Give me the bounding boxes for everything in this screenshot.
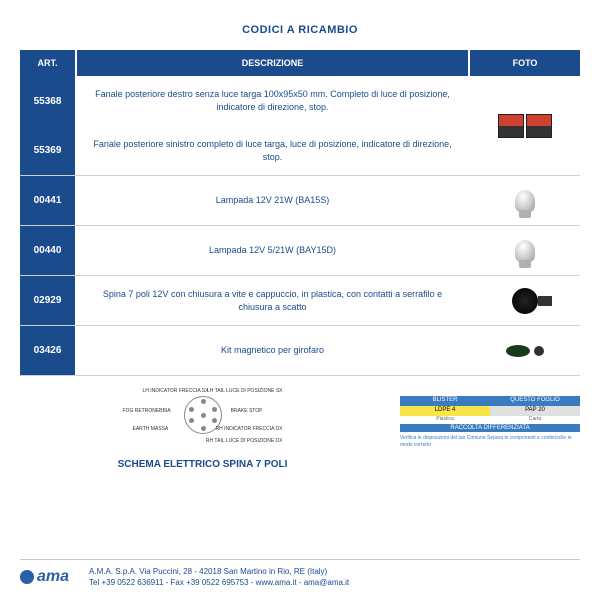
diag-label: BRAKE STOP [231,408,263,414]
footer-text: A.M.A. S.p.A. Via Puccini, 28 - 42018 Sa… [89,566,349,588]
rec-header: BLISTER [400,396,490,406]
page-title: CODICI A RICAMBIO [20,10,580,50]
rec-cell: LDPE 4 [400,406,490,416]
header-desc: DESCRIZIONE [77,50,468,76]
cell-foto [470,226,580,275]
cell-desc: Lampada 12V 21W (BA15S) [75,176,470,225]
table-row: 02929 Spina 7 poli 12V con chiusura a vi… [20,276,580,326]
kit-icon [506,345,544,357]
cell-desc: Fanale posteriore sinistro completo di l… [75,126,470,175]
bulb-icon [515,190,535,212]
cell-art: 00441 [20,176,75,225]
logo: ama [20,568,69,586]
taillight-icon [498,114,552,138]
page: CODICI A RICAMBIO ART. DESCRIZIONE FOTO … [0,0,600,600]
diag-label: RH INDICATOR FRECCIA DX [215,426,282,432]
rec-label: Carta [490,416,580,424]
header-art: ART. [20,50,75,76]
cell-desc: Spina 7 poli 12V con chiusura a vite e c… [75,276,470,325]
cell-desc: Lampada 12V 5/21W (BAY15D) [75,226,470,275]
table-row: 55368 Fanale posteriore destro senza luc… [20,76,580,126]
cell-desc: Kit magnetico per girofaro [75,326,470,375]
bulb-icon [515,240,535,262]
diagram-section: LH INDICATOR FRECCIA SX LH TAIL LUCE DI … [20,396,580,470]
cell-art: 00440 [20,226,75,275]
table-row: 00440 Lampada 12V 5/21W (BAY15D) [20,226,580,276]
footer-company: A.M.A. S.p.A. Via Puccini, 28 - 42018 Sa… [89,566,349,577]
table-header: ART. DESCRIZIONE FOTO [20,50,580,76]
header-foto: FOTO [470,50,580,76]
rec-diff: RACCOLTA DIFFERENZIATA [400,424,580,432]
diag-label: EARTH MASSA [133,426,169,432]
diagram-title: SCHEMA ELETTRICO SPINA 7 POLI [118,459,288,470]
footer-contact: Tel +39 0522 636911 - Fax +39 0522 69575… [89,577,349,588]
cell-desc: Fanale posteriore destro senza luce targ… [75,76,470,126]
cell-foto [470,276,580,325]
diagram: LH INDICATOR FRECCIA SX LH TAIL LUCE DI … [20,396,385,470]
table-row: 00441 Lampada 12V 21W (BA15S) [20,176,580,226]
diag-label: LH INDICATOR FRECCIA SX [143,388,209,394]
recycling-box: BLISTER QUESTO FOGLIO LDPE 4 PAP 20 Plas… [400,396,580,470]
diag-label: LH TAIL LUCE DI POSIZIONE SX [207,388,282,394]
diag-label: FOG RETRONEBBIA [123,408,171,414]
rec-label: Plastica [400,416,490,424]
cell-art: 02929 [20,276,75,325]
cell-foto [470,326,580,375]
logo-dot-icon [20,570,34,584]
cell-art: 03426 [20,326,75,375]
cell-art: 55368 [20,76,75,126]
rec-note: Verifica le disposizioni del tuo Comune … [400,435,580,448]
cell-art: 55369 [20,126,75,175]
diag-label: RH TAIL LUCE DI POSIZIONE DX [206,438,283,444]
logo-text: ama [37,568,69,586]
table-row: 03426 Kit magnetico per girofaro [20,326,580,376]
cell-foto [470,76,580,176]
rec-cell: PAP 20 [490,406,580,416]
rec-header: QUESTO FOGLIO [490,396,580,406]
footer: ama A.M.A. S.p.A. Via Puccini, 28 - 4201… [20,559,580,588]
plug-icon [512,288,538,314]
cell-foto [470,176,580,225]
